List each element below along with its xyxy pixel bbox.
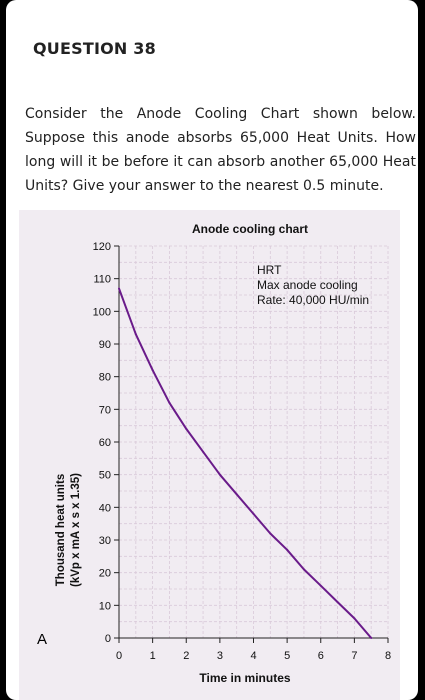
cooling-curve-point (286, 548, 289, 551)
cooling-curve-point (353, 617, 356, 620)
y-tick-label: 20 (99, 568, 111, 580)
x-tick-label: 4 (250, 650, 256, 662)
cooling-curve-point (302, 568, 305, 571)
anode-cooling-chart: 0 10 20 30 40 50 60 70 80 90 100 110 120 0 1 2 3 4 5 6 7 8 An… (55, 222, 391, 685)
x-tick-label: 2 (183, 650, 189, 662)
y-tick-label: 10 (99, 600, 111, 612)
question-text: Consider the Anode Cooling Chart shown b… (25, 106, 416, 194)
cooling-curve-point (134, 333, 137, 336)
cooling-curve-line (118, 288, 372, 639)
x-tick-label: 7 (351, 650, 357, 662)
chart-ticks: 0 10 20 30 40 50 60 70 80 90 100 110 120 0 1 2 3 4 5 6 7 8 (93, 241, 391, 662)
x-tick-label: 5 (284, 650, 290, 662)
annotation-line-3: Rate: 40,000 HU/min (257, 293, 369, 307)
cooling-curve-point (269, 532, 272, 535)
cooling-curve-point (118, 287, 120, 290)
y-axis-label-line1: Thousand heat units (55, 474, 67, 586)
figure-label: A (37, 631, 48, 648)
annotation-line-1: HRT (257, 263, 282, 277)
y-tick-label: 40 (99, 502, 111, 514)
x-tick-label: 8 (385, 650, 391, 662)
chart-panel (19, 210, 400, 700)
cooling-curve-point (202, 450, 205, 453)
y-tick-label: 50 (99, 470, 111, 482)
question-title: QUESTION 38 (33, 39, 156, 58)
cooling-curve-point (370, 637, 373, 639)
x-tick-label: 0 (116, 650, 122, 662)
chart-series (118, 287, 373, 639)
annotation-line-2: Max anode cooling (257, 278, 358, 292)
y-tick-label: 120 (93, 241, 111, 253)
x-tick-label: 1 (150, 650, 156, 662)
cooling-curve-point (252, 512, 255, 515)
y-axis-label-line2: (kVp x mA x s x 1.35) (70, 473, 82, 587)
x-axis-label: Time in minutes (199, 671, 290, 685)
cooling-curve-point (235, 493, 238, 496)
cooling-curve-point (319, 584, 322, 587)
cooling-curve-point (185, 427, 188, 430)
x-tick-label: 3 (217, 650, 223, 662)
y-tick-label: 30 (99, 535, 111, 547)
chart-title: Anode cooling chart (192, 222, 308, 236)
y-tick-label: 0 (105, 633, 111, 645)
y-tick-label: 70 (99, 404, 111, 416)
y-tick-label: 90 (99, 339, 111, 351)
y-tick-label: 80 (99, 372, 111, 384)
cooling-curve-point (218, 473, 221, 476)
chart-grid (118, 245, 389, 639)
x-tick-label: 6 (318, 650, 324, 662)
y-tick-label: 100 (93, 306, 111, 318)
y-tick-label: 60 (99, 437, 111, 449)
cooling-curve-point (336, 601, 339, 604)
cooling-curve-point (151, 369, 154, 372)
cooling-curve-point (168, 401, 171, 404)
y-tick-label: 110 (93, 274, 111, 286)
